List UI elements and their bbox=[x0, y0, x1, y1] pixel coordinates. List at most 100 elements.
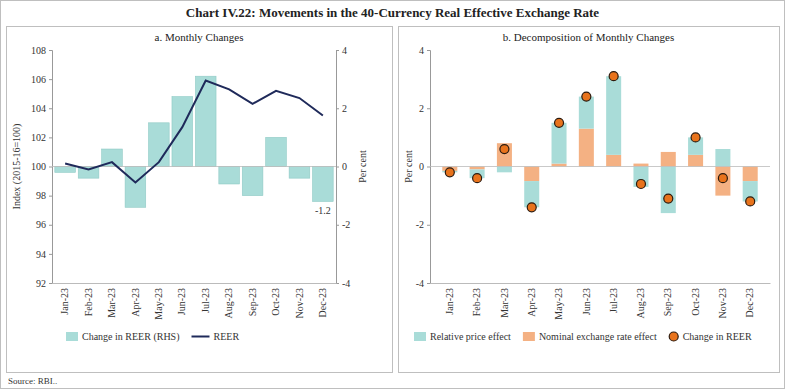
plot-area bbox=[430, 72, 770, 213]
y-axis-tick: 102 bbox=[31, 132, 52, 143]
y-axis-tick: 94 bbox=[36, 249, 52, 260]
y-axis-tick-mark bbox=[427, 225, 430, 226]
bar-segment bbox=[633, 164, 648, 167]
zero-line bbox=[430, 166, 770, 167]
x-axis-tick-label: Mar-23 bbox=[106, 288, 117, 318]
y-axis-tick-mark bbox=[427, 283, 430, 284]
y2-axis-tick-label: -2 bbox=[342, 219, 350, 230]
legend-item: REER bbox=[192, 331, 240, 342]
y-axis-tick-mark bbox=[427, 167, 430, 168]
x-axis: Jan-23Feb-23Mar-23Apr-23May-23Jun-23Jul-… bbox=[431, 283, 771, 320]
bar-segment bbox=[743, 167, 758, 182]
panel-frame bbox=[7, 27, 393, 373]
bar bbox=[266, 137, 287, 166]
x-axis: Jan-23Feb-23Mar-23Apr-23May-23Jun-23Jul-… bbox=[53, 283, 337, 320]
point bbox=[445, 168, 454, 177]
y2-axis-tick-mark bbox=[336, 50, 339, 51]
x-axis-tick: Sep-23 bbox=[247, 283, 258, 316]
y-axis-tick-mark bbox=[49, 196, 52, 197]
legend-label: Relative price effect bbox=[430, 331, 511, 342]
bar bbox=[313, 167, 334, 202]
bar-segment bbox=[552, 123, 567, 164]
x-axis-tick-label: Jul-23 bbox=[608, 288, 619, 313]
legend-swatch bbox=[669, 332, 678, 341]
y-axis-tick-label: 100 bbox=[31, 161, 46, 172]
y-axis: -4 -2 0 2 4 bbox=[416, 45, 431, 289]
x-axis-tick-label: Aug-23 bbox=[635, 288, 646, 319]
y2-axis-tick-mark bbox=[336, 108, 339, 109]
y-axis-tick: -4 bbox=[416, 278, 430, 289]
y-axis-tick-label: 2 bbox=[419, 103, 424, 114]
panel-frame bbox=[399, 27, 780, 373]
x-axis-tick-label: Mar-23 bbox=[499, 288, 510, 318]
y-axis-tick-label: 96 bbox=[36, 219, 46, 230]
y-axis-tick-label: 102 bbox=[31, 132, 46, 143]
y-axis-tick-mark bbox=[49, 283, 52, 284]
y2-axis-tick: -2 bbox=[336, 219, 350, 230]
point bbox=[500, 145, 509, 154]
legend-swatch bbox=[523, 332, 535, 341]
y-axis-tick: -2 bbox=[416, 219, 430, 230]
line bbox=[65, 81, 323, 183]
x-axis-tick-label: Jan-23 bbox=[59, 288, 70, 315]
y-axis-tick-label: 98 bbox=[36, 190, 46, 201]
x-axis-tick-label: Dec-23 bbox=[744, 288, 755, 317]
x-axis-tick-label: Oct-23 bbox=[270, 288, 281, 316]
point bbox=[527, 203, 536, 212]
x-axis-tick-label: Feb-23 bbox=[83, 288, 94, 316]
x-axis-tick: Jan-23 bbox=[59, 283, 70, 315]
panel: a. Monthly Changes9294969810010210410610… bbox=[7, 27, 393, 373]
y2-axis-tick-mark bbox=[336, 225, 339, 226]
x-axis-tick-label: Apr-23 bbox=[526, 288, 537, 317]
y-axis-tick: 96 bbox=[36, 219, 52, 230]
y-axis-tick: 4 bbox=[419, 45, 430, 56]
panel-title: b. Decomposition of Monthly Changes bbox=[503, 31, 674, 43]
y-axis-tick-mark bbox=[49, 167, 52, 168]
y-axis-tick-mark bbox=[427, 108, 430, 109]
x-axis-tick-label: Jul-23 bbox=[200, 288, 211, 313]
legend-swatch bbox=[414, 332, 426, 341]
y-axis-tick: 104 bbox=[31, 103, 52, 114]
y-axis-line bbox=[427, 51, 431, 284]
legend-label: REER bbox=[214, 331, 240, 342]
x-axis-tick: Jun-23 bbox=[176, 283, 187, 315]
legend-label: Change in REER bbox=[683, 331, 752, 342]
y-axis-tick: 108 bbox=[31, 45, 52, 56]
x-axis-line bbox=[53, 283, 337, 284]
x-axis-tick: Dec-23 bbox=[744, 283, 755, 317]
x-axis-tick: Apr-23 bbox=[526, 283, 537, 317]
y-axis-tick-mark bbox=[49, 108, 52, 109]
x-axis-tick-label: Jun-23 bbox=[176, 288, 187, 315]
x-axis-tick: Dec-23 bbox=[317, 283, 328, 317]
x-axis-tick: Jul-23 bbox=[608, 283, 619, 313]
y-axis-tick-label: 108 bbox=[31, 45, 46, 56]
y2-axis: -4-2024 bbox=[336, 45, 350, 289]
panel-title: a. Monthly Changes bbox=[155, 31, 244, 43]
bar-segment bbox=[606, 76, 621, 155]
bar bbox=[289, 167, 310, 179]
y-axis-tick-label: -2 bbox=[416, 219, 424, 230]
legend-label: Nominal exchange rate effect bbox=[539, 331, 657, 342]
legend-item: Change in REER (RHS) bbox=[66, 331, 180, 343]
point bbox=[555, 118, 564, 127]
x-axis-tick: Jun-23 bbox=[581, 283, 592, 315]
x-axis-tick: Mar-23 bbox=[106, 283, 117, 318]
x-axis-tick: Oct-23 bbox=[270, 283, 281, 316]
point bbox=[473, 174, 482, 183]
y-axis-tick-mark bbox=[49, 79, 52, 80]
point bbox=[718, 174, 727, 183]
x-axis-tick-label: Apr-23 bbox=[130, 288, 141, 317]
y-axis-tick: 0 bbox=[419, 161, 430, 172]
x-axis-tick-label: Jan-23 bbox=[444, 288, 455, 315]
chart-figure: Chart IV.22: Movements in the 40-Currenc… bbox=[0, 0, 785, 389]
annotation: -1.2 bbox=[315, 205, 331, 216]
bar-segment bbox=[715, 167, 730, 196]
y2-axis-line bbox=[337, 51, 340, 284]
legend: Change in REER (RHS) REER bbox=[66, 331, 239, 343]
y2-axis-tick: 2 bbox=[336, 103, 347, 114]
legend-swatch bbox=[192, 336, 210, 338]
x-axis-tick: Aug-23 bbox=[635, 283, 646, 319]
point bbox=[609, 72, 618, 81]
y2-axis-title: Per cent bbox=[357, 150, 368, 183]
y-axis-tick-label: 106 bbox=[31, 74, 46, 85]
